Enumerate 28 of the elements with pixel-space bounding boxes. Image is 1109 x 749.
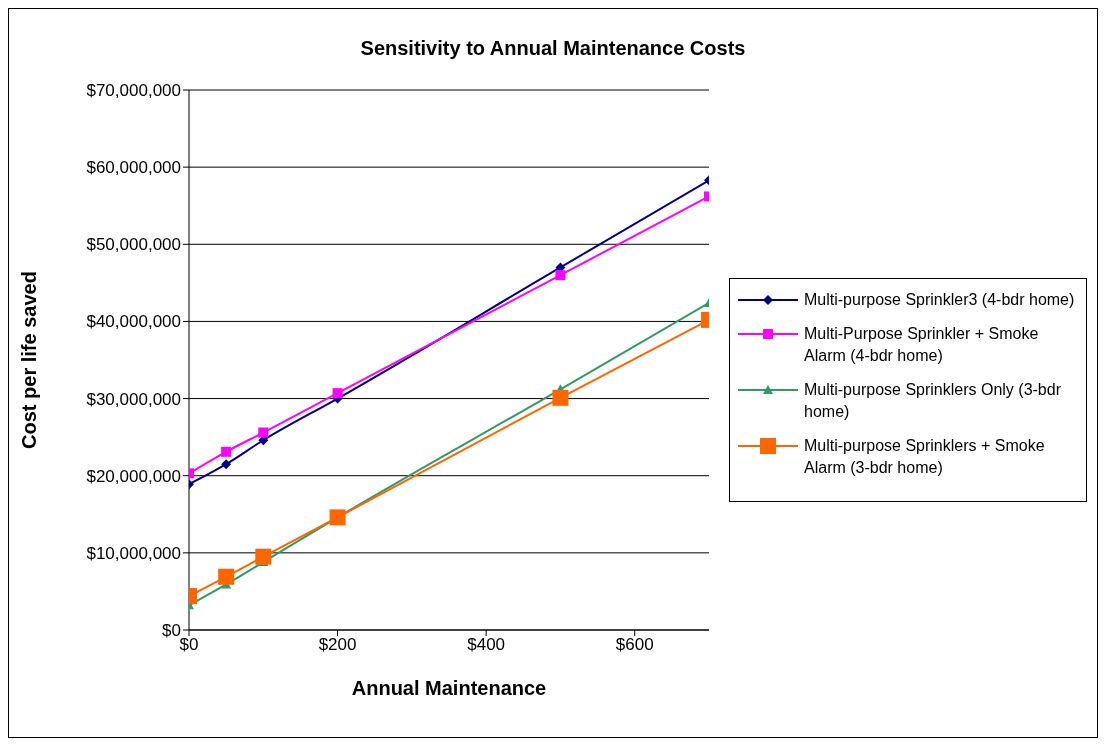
chart-title: Sensitivity to Annual Maintenance Costs — [359, 37, 747, 60]
legend-label: Multi-purpose Sprinklers Only (3-bdr home) — [804, 380, 1062, 422]
point — [552, 389, 569, 406]
y-tick-label: $10,000,000 — [86, 543, 181, 563]
point — [255, 548, 272, 565]
point — [221, 459, 232, 470]
x-tick-label: $400 — [467, 635, 506, 655]
y-tick-label: $40,000,000 — [86, 312, 181, 332]
y-tick-label: $0 — [162, 621, 181, 641]
y-axis-title: Cost per life saved — [18, 271, 41, 449]
point — [221, 446, 232, 457]
x-tick-label: $0 — [179, 635, 199, 655]
point — [258, 427, 269, 438]
x-tick-label: $600 — [615, 635, 654, 655]
x-tick-label: $200 — [318, 635, 357, 655]
legend-label: Multi-Purpose Sprinkler + Smoke Alarm (4-bdr home) — [804, 324, 1040, 366]
legend-label: Multi-purpose Sprinkler3 (4-bdr home) — [804, 290, 1075, 310]
y-tick-label: $20,000,000 — [86, 466, 181, 486]
point — [329, 509, 346, 526]
y-tick-label: $70,000,000 — [86, 81, 181, 101]
y-tick-label: $60,000,000 — [86, 158, 181, 178]
point — [555, 270, 566, 281]
y-tick-label: $30,000,000 — [86, 389, 181, 409]
point — [332, 388, 343, 399]
legend-label: Multi-purpose Sprinklers + Smoke Alarm (3-bdr home) — [804, 436, 1046, 478]
y-tick-label: $50,000,000 — [86, 235, 181, 255]
point — [218, 568, 235, 585]
x-axis-title: Annual Maintenance — [351, 677, 547, 699]
